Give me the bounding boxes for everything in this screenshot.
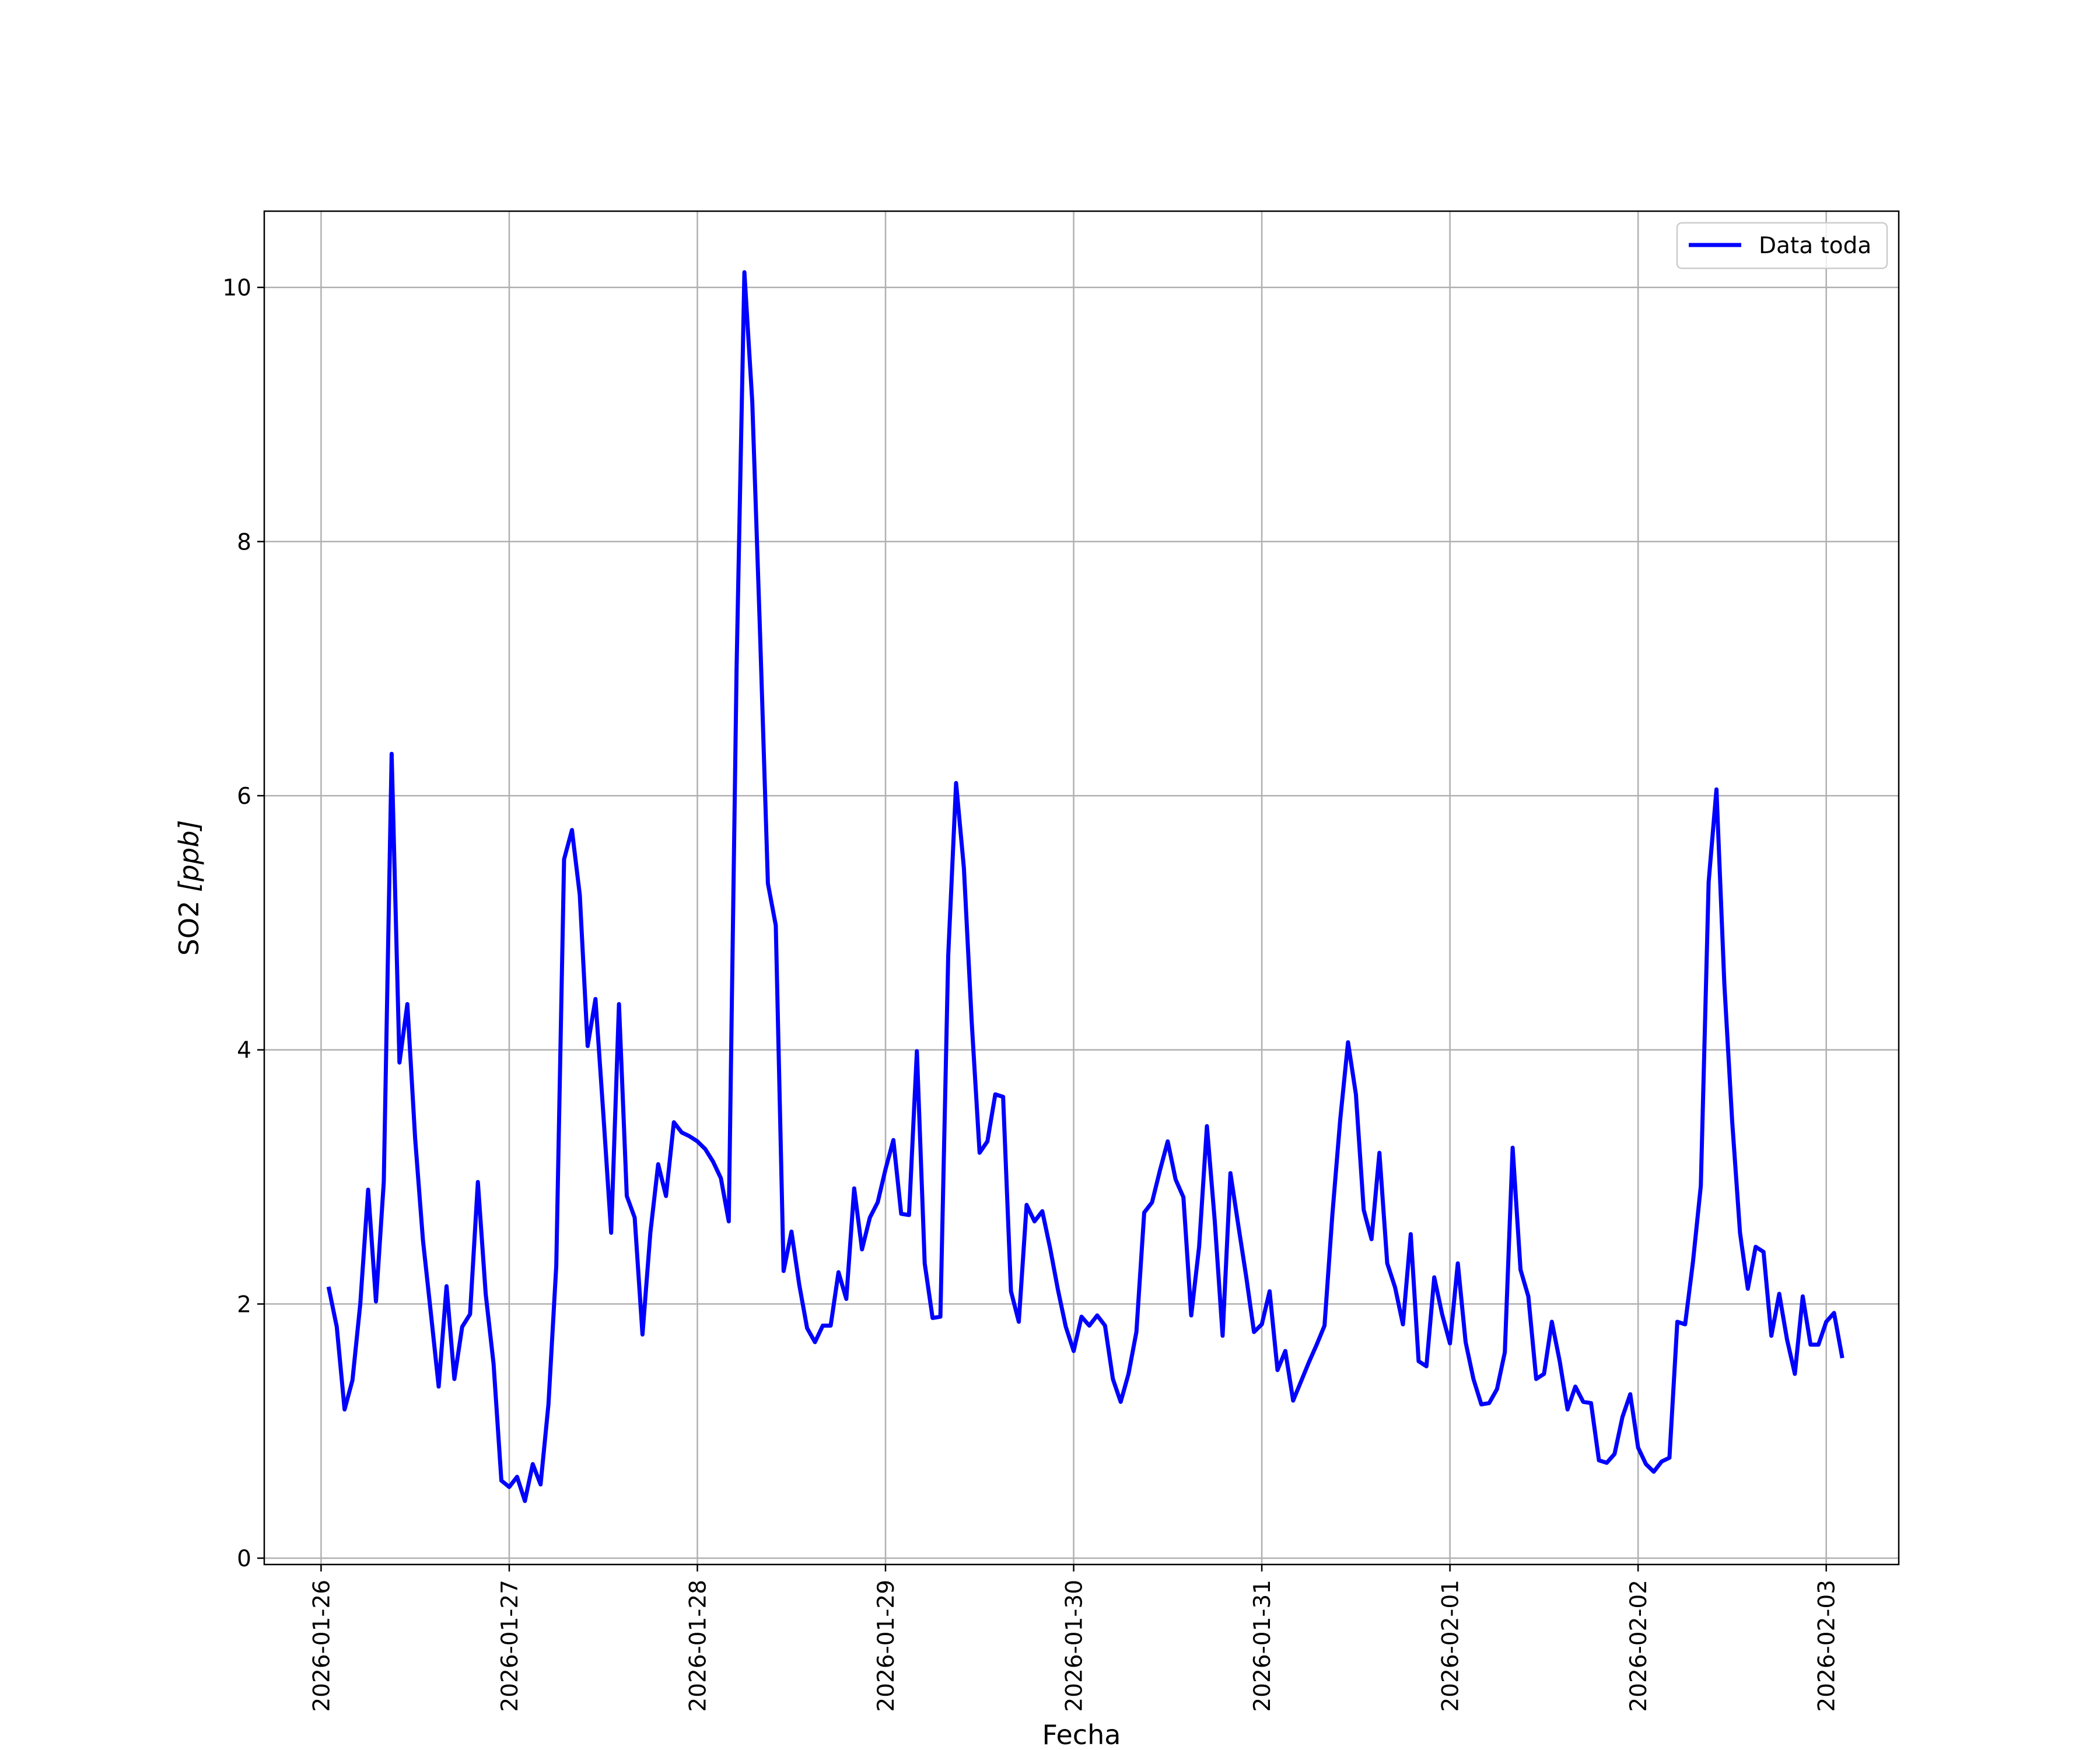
x-tick-label: 2026-02-03 bbox=[1814, 1580, 1840, 1712]
axes-frame bbox=[263, 210, 1900, 1566]
series-line bbox=[326, 270, 1845, 1503]
x-tick-label: 2026-01-30 bbox=[1062, 1580, 1088, 1712]
y-tick-label: 4 bbox=[237, 1038, 251, 1064]
y-tick-label: 0 bbox=[237, 1546, 251, 1572]
grid bbox=[264, 211, 1899, 1564]
plot-lines bbox=[326, 270, 1845, 1503]
x-tick-label: 2026-01-31 bbox=[1250, 1580, 1276, 1712]
legend-box bbox=[1676, 222, 1888, 270]
x-tick-label: 2026-02-02 bbox=[1626, 1580, 1652, 1712]
x-axis-label: Fecha bbox=[1042, 1719, 1121, 1750]
y-axis-label-unit: [ppb] bbox=[173, 820, 205, 892]
x-tick-label: 2026-01-29 bbox=[873, 1580, 900, 1712]
legend-label: Data toda bbox=[1759, 233, 1871, 259]
legend: Data toda bbox=[1676, 222, 1888, 270]
y-tick-label: 8 bbox=[237, 529, 251, 555]
x-axis-ticks: 2026-01-26 2026-01-27 2026-01-28 2026-01-29… bbox=[309, 1564, 1840, 1712]
y-tick-label: 2 bbox=[237, 1292, 251, 1318]
y-axis-ticks: 0 2 4 6 8 10 bbox=[222, 275, 264, 1572]
y-tick-label: 10 bbox=[222, 275, 251, 302]
y-tick-label: 6 bbox=[237, 783, 251, 810]
x-tick-label: 2026-01-27 bbox=[497, 1580, 523, 1712]
x-tick-label: 2026-01-28 bbox=[685, 1580, 711, 1712]
x-tick-label: 2026-02-01 bbox=[1438, 1580, 1464, 1712]
y-axis-label: SO2 [ppb] bbox=[173, 820, 205, 956]
y-axis-label-quantity: SO2 bbox=[173, 892, 205, 956]
x-tick-label: 2026-01-26 bbox=[309, 1580, 335, 1712]
